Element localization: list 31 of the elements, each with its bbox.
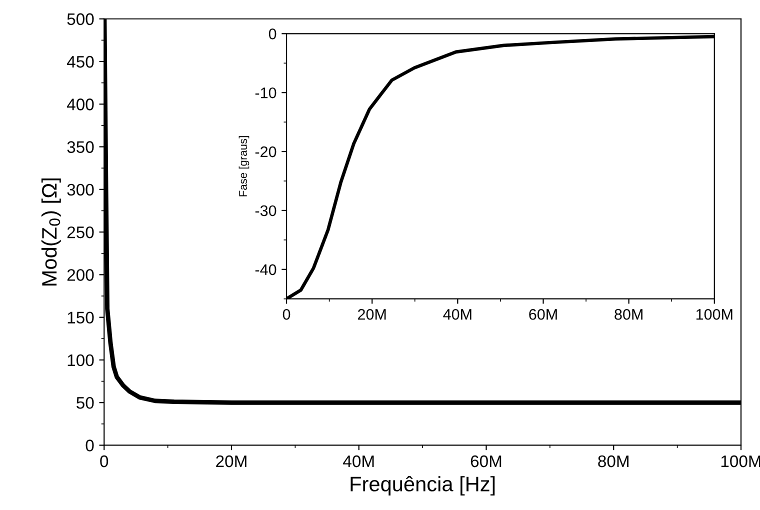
x-tick-label: 100M	[696, 308, 732, 320]
x-tick-label: 20M	[216, 455, 246, 468]
x-tick-label: 40M	[443, 308, 472, 320]
y-tick-label: 300	[67, 184, 94, 196]
x-axis-title: Frequência [Hz]	[350, 476, 495, 496]
x-tick-label: 80M	[598, 455, 628, 468]
y-tick-label: -10	[255, 87, 276, 98]
y-tick-label: 500	[67, 13, 94, 26]
x-tick-label: 0	[100, 455, 108, 468]
y-axis-title: Mod(Z$_{0}$) [Ω]	[41, 178, 61, 286]
y-tick-label: 250	[67, 226, 94, 238]
y-tick-label: -40	[255, 264, 276, 276]
x-tick-label: 60M	[529, 308, 557, 320]
y-tick-label: 50	[76, 396, 94, 409]
x-tick-label: 80M	[614, 308, 642, 320]
x-tick-label: 20M	[358, 308, 386, 320]
x-tick-label: 60M	[470, 455, 502, 468]
y-tick-label: 450	[66, 56, 94, 68]
y-tick-label: -20	[255, 146, 276, 158]
y-tick-label: 350	[67, 141, 94, 153]
y-tick-label: 0	[268, 28, 276, 40]
y-tick-label: 0	[86, 440, 94, 452]
x-tick-label: 40M	[343, 455, 374, 468]
y-tick-label: 150	[68, 312, 94, 324]
y-tick-label: 100	[68, 354, 94, 366]
y-tick-label: 200	[67, 269, 94, 281]
y-axis-title: Fase [graus]	[238, 136, 250, 196]
y-tick-label: 400	[66, 98, 94, 110]
x-tick-label: 100M	[721, 455, 760, 468]
x-tick-label: 0	[282, 308, 290, 320]
y-tick-label: -30	[255, 205, 276, 216]
